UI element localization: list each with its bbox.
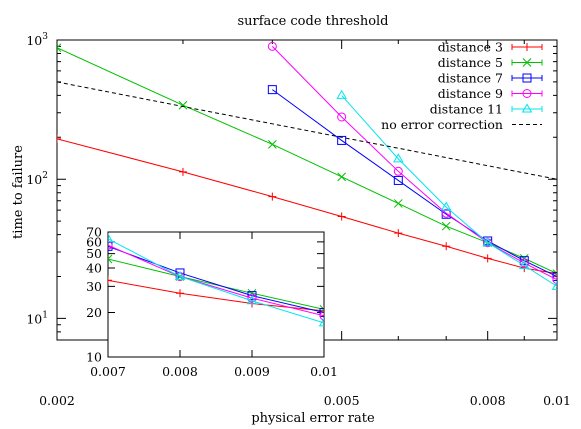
inset-series-layer	[108, 233, 324, 327]
y-axis-label: time to failure	[11, 145, 26, 239]
data-point-1-4	[393, 199, 403, 208]
data-point-1-0	[57, 43, 62, 53]
main-series-layer	[57, 41, 557, 290]
data-point-2-0	[267, 85, 277, 95]
inset-x-tick-label-3: 0.01	[310, 364, 338, 379]
data-point-3-1	[337, 112, 347, 122]
inset-x-ticks	[107, 232, 325, 357]
series-line-5	[57, 81, 557, 180]
y-tick-label-0: 101	[26, 310, 48, 326]
data-point-0-2	[268, 192, 277, 201]
data-point-inset-0-3	[320, 306, 324, 315]
y-tick-label-2: 103	[26, 32, 48, 48]
inset-y-tick-label-3: 40	[86, 260, 102, 275]
data-point-inset-4-0	[108, 233, 114, 243]
data-point-0-5	[442, 242, 451, 251]
main-plot-area: 101 102 103 0.002 0.005 0.008 0.01	[26, 32, 571, 408]
legend-line-4	[511, 106, 543, 112]
legend-label-3: distance 9	[438, 86, 503, 101]
data-point-4-5	[551, 280, 557, 290]
data-point-3-2	[393, 166, 403, 176]
y-tick-label-1: 102	[26, 171, 48, 187]
series-line-inset-3	[108, 244, 324, 317]
series-line-inset-1	[108, 258, 324, 310]
data-point-0-4	[394, 229, 403, 238]
inset-y-tick-label-6: 70	[86, 225, 102, 240]
data-point-1-3	[337, 172, 347, 182]
data-point-inset-0-1	[176, 289, 184, 298]
data-point-0-1	[178, 167, 187, 176]
data-point-4-3	[482, 237, 493, 247]
inset-y-tick-label-1: 20	[86, 305, 102, 320]
data-point-3-0	[267, 41, 277, 51]
data-point-inset-4-3	[318, 317, 324, 327]
legend-marker-0	[523, 43, 531, 51]
data-point-0-8	[553, 269, 557, 278]
x-tick-label-2: 0.008	[470, 393, 506, 408]
series-line-inset-2	[108, 245, 324, 313]
data-point-4-4	[519, 259, 530, 270]
data-point-2-2	[393, 175, 403, 185]
inset-x-tick-label-0: 0.007	[90, 364, 126, 379]
data-point-inset-2-2	[247, 291, 257, 301]
x-axis-label: physical error rate	[251, 411, 375, 426]
inset-y-tick-label-4: 50	[86, 246, 102, 261]
legend-line-3	[511, 90, 543, 97]
data-point-inset-4-1	[174, 270, 186, 281]
data-point-inset-0-0	[108, 276, 112, 285]
series-line-3	[271, 46, 557, 281]
data-point-inset-3-3	[319, 311, 324, 321]
data-point-inset-4-2	[246, 295, 258, 305]
data-point-4-2	[440, 201, 452, 211]
data-point-1-2	[267, 140, 277, 149]
inset-y-tick-label-0: 10	[86, 350, 102, 365]
data-point-4-0	[336, 89, 347, 99]
data-point-2-6	[552, 272, 557, 282]
legend-line-2	[511, 75, 543, 81]
legend-label-1: distance 5	[438, 55, 503, 70]
series-line-inset-4	[108, 238, 324, 324]
data-point-inset-3-2	[247, 293, 257, 303]
data-point-inset-2-3	[319, 307, 324, 317]
inset-plot-frame	[107, 231, 325, 358]
legend-marker-1	[522, 58, 532, 67]
data-point-1-5	[441, 221, 451, 231]
chart-title: surface code threshold	[237, 14, 388, 29]
legend-marker-3	[522, 89, 532, 98]
legend-label-4: distance 11	[430, 102, 503, 117]
data-point-2-1	[337, 135, 347, 145]
inset-y-tick-label-5: 60	[86, 234, 102, 249]
data-point-3-3	[441, 208, 451, 218]
data-point-1-1	[178, 100, 188, 110]
data-point-0-3	[337, 212, 346, 221]
x-tick-label-0: 0.002	[39, 393, 75, 408]
legend-marker-4	[521, 103, 533, 113]
data-point-0-0	[57, 134, 61, 143]
series-line-4	[341, 95, 557, 287]
legend-marker-2	[522, 73, 532, 83]
legend-label-2: distance 7	[438, 71, 503, 86]
data-point-inset-3-0	[108, 240, 113, 250]
x-tick-label-3: 0.01	[543, 393, 571, 408]
x-tick-label-1: 0.005	[324, 393, 360, 408]
inset-x-tick-label-2: 0.009	[234, 364, 270, 379]
x-major-ticks	[56, 40, 558, 340]
data-point-3-6	[552, 275, 557, 285]
legend-label-5: no error correction	[381, 117, 503, 132]
inset-y-tick-label-2: 30	[86, 279, 102, 294]
data-point-4-1	[393, 153, 404, 163]
data-point-inset-1-0	[108, 254, 113, 264]
inset-x-tick-label-1: 0.008	[162, 364, 198, 379]
legend-label-0: distance 3	[438, 40, 503, 55]
data-point-0-6	[483, 254, 492, 263]
